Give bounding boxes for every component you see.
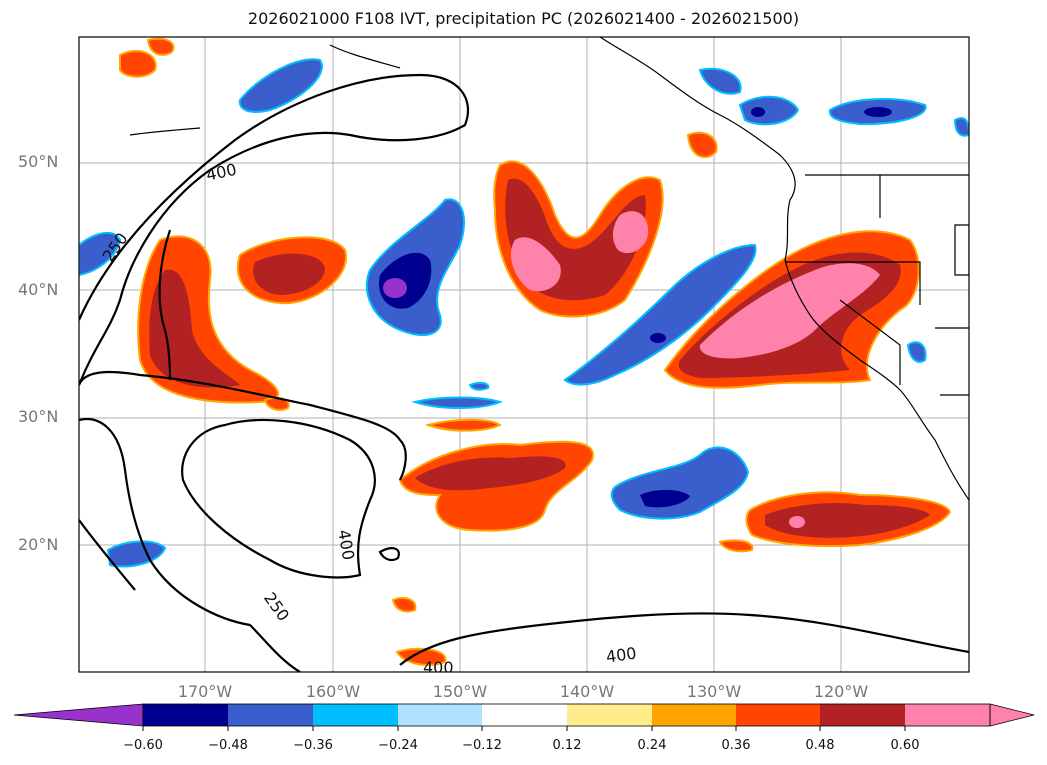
map-frame <box>78 36 970 673</box>
lon-label-140w: 140°W <box>559 682 615 701</box>
map-field: 250 400 400 250 400 400 <box>79 37 969 677</box>
lon-label-160w: 160°W <box>305 682 361 701</box>
colorbar-extend-low <box>13 703 144 727</box>
colorbar-tick-label: −0.36 <box>293 738 333 753</box>
positive-anomaly-california <box>663 230 920 389</box>
contour-label-400-subtropical: 400 <box>334 528 358 561</box>
ivt-contours <box>79 73 969 672</box>
lon-label-120w: 120°W <box>813 682 869 701</box>
positive-anomaly-central <box>493 160 664 318</box>
negative-anomaly-south <box>610 446 750 520</box>
coastlines <box>129 37 969 501</box>
contour-label-250-south: 250 <box>260 589 293 625</box>
lon-label-150w: 150°W <box>432 682 488 701</box>
colorbar-segment <box>313 704 398 726</box>
colorbar-segment <box>567 704 652 726</box>
colorbar-extend-high <box>989 703 1035 727</box>
colorbar-segment <box>652 704 736 726</box>
colorbar-tick-label: −0.12 <box>462 738 502 753</box>
lat-label-50n: 50°N <box>18 152 59 171</box>
colorbar-tick-label: 0.12 <box>552 738 582 753</box>
positive-anomaly-southeast <box>745 491 952 548</box>
map-title: 2026021000 F108 IVT, precipitation PC (2… <box>247 9 800 28</box>
colorbar-tick-label: −0.48 <box>208 738 248 753</box>
positive-anomaly-small <box>119 37 754 666</box>
lon-label-170w: 170°W <box>177 682 233 701</box>
contour-label-400-south-east: 400 <box>605 643 638 666</box>
colorbar <box>13 703 1035 731</box>
colorbar-segment <box>905 704 990 726</box>
lat-label-30n: 30°N <box>18 407 59 426</box>
lat-label-20n: 20°N <box>18 535 59 554</box>
colorbar-tick-label: 0.60 <box>890 738 920 753</box>
colorbar-tick-label: −0.24 <box>378 738 418 753</box>
colorbar-segment <box>736 704 820 726</box>
lon-label-130w: 130°W <box>686 682 742 701</box>
positive-anomaly-northwest <box>237 236 347 305</box>
colorbar-segment <box>398 704 482 726</box>
contour-label-400-south-west: 400 <box>423 658 454 677</box>
colorbar-segment <box>143 704 228 726</box>
negative-anomaly-central <box>365 198 465 336</box>
colorbar-tick-label: 0.48 <box>805 738 835 753</box>
colorbar-tick-label: 0.36 <box>721 738 751 753</box>
lat-label-40n: 40°N <box>18 280 59 299</box>
colorbar-segment <box>228 704 313 726</box>
negative-anomaly-diagonal <box>563 243 757 386</box>
colorbar-tick-label: −0.60 <box>123 738 163 753</box>
colorbar-segment <box>482 704 567 726</box>
colorbar-tick-label: 0.24 <box>637 738 667 753</box>
colorbar-segment <box>820 704 905 726</box>
positive-anomaly-subtropical <box>398 440 595 532</box>
